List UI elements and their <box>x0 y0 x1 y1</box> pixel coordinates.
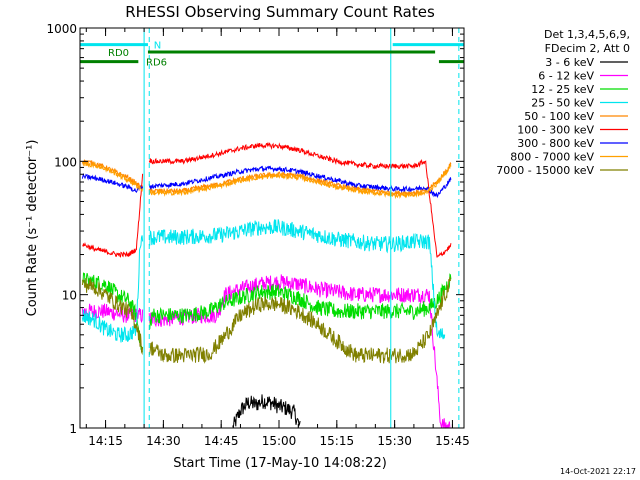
series-8-line-1 <box>82 161 144 192</box>
legend-label-2: 6 - 12 keV <box>538 70 594 83</box>
data-layer <box>81 141 452 429</box>
series-6-line-1 <box>82 173 144 258</box>
series-7-line-1 <box>81 172 144 193</box>
series-4-line-1 <box>81 235 144 343</box>
marker-lines <box>143 28 460 428</box>
series-3-line-1 <box>81 272 144 353</box>
timestamp: 14-Oct-2021 22:17 <box>560 467 636 476</box>
series-7 <box>81 165 452 199</box>
series-4-line-2 <box>148 219 446 340</box>
chart-title: RHESSI Observing Summary Count Rates <box>125 3 435 21</box>
legend-label-5: 50 - 100 keV <box>524 110 594 123</box>
legend-header-line-2: FDecim 2, Att 0 <box>545 42 630 55</box>
legend-label-7: 300 - 800 keV <box>517 137 594 150</box>
series-6-line-2 <box>148 141 452 258</box>
legend-label-6: 100 - 300 keV <box>517 124 594 137</box>
legend-label-9: 7000 - 15000 keV <box>496 164 594 177</box>
y-tick-label-1: 1 <box>69 422 77 436</box>
legend-label-8: 800 - 7000 keV <box>510 151 594 164</box>
series-1 <box>232 394 301 429</box>
y-tick-label-3: 100 <box>54 155 77 169</box>
series-7-line-2 <box>148 165 452 199</box>
x-tick-label-3: 14:45 <box>204 434 239 448</box>
series-8-line-2 <box>148 164 452 200</box>
legend-header-line-1: Det 1,3,4,5,6,9, <box>544 28 630 41</box>
plot-frame <box>79 27 465 429</box>
legend-label-1: 3 - 6 keV <box>545 56 594 69</box>
series-3 <box>81 272 452 353</box>
x-tick-label-2: 14:30 <box>146 434 181 448</box>
legend-label-4: 25 - 50 keV <box>531 97 594 110</box>
series-4 <box>81 219 446 343</box>
x-axis: 14:15 14:30 14:45 15:00 15:15 15:30 15:45 <box>85 28 470 448</box>
series-8 <box>82 161 452 200</box>
y-tick-label-4: 1000 <box>46 22 77 36</box>
series-5-line-2 <box>148 162 452 197</box>
x-tick-label-4: 15:00 <box>262 434 297 448</box>
x-tick-label-5: 15:15 <box>320 434 355 448</box>
series-9-line-2 <box>148 276 451 364</box>
x-tick-label-6: 15:30 <box>377 434 412 448</box>
series-9 <box>81 276 451 364</box>
x-axis-label: Start Time (17-May-10 14:08:22) <box>173 456 387 471</box>
series-6 <box>82 141 452 258</box>
y-tick-label-2: 10 <box>62 289 77 303</box>
series-1-line-1 <box>232 394 301 429</box>
x-tick-label-7: 15:45 <box>435 434 470 448</box>
legend: Det 1,3,4,5,6,9, FDecim 2, Att 0 3 - 6 k… <box>496 28 630 177</box>
y-axis: 1 10 100 1000 <box>46 22 464 436</box>
y-axis-label: Count Rate (s⁻¹ detector⁻¹) <box>25 140 40 317</box>
flag-rd0-label: RD0 <box>108 48 129 59</box>
flag-rd6-label: RD6 <box>146 58 167 69</box>
x-tick-label-1: 14:15 <box>88 434 123 448</box>
attenuator-flags: N RD0 RD6 <box>80 41 464 69</box>
legend-label-3: 12 - 25 keV <box>531 83 594 96</box>
flag-n-label: N <box>154 41 161 52</box>
series-9-line-1 <box>81 277 144 356</box>
series-3-line-2 <box>148 273 452 331</box>
